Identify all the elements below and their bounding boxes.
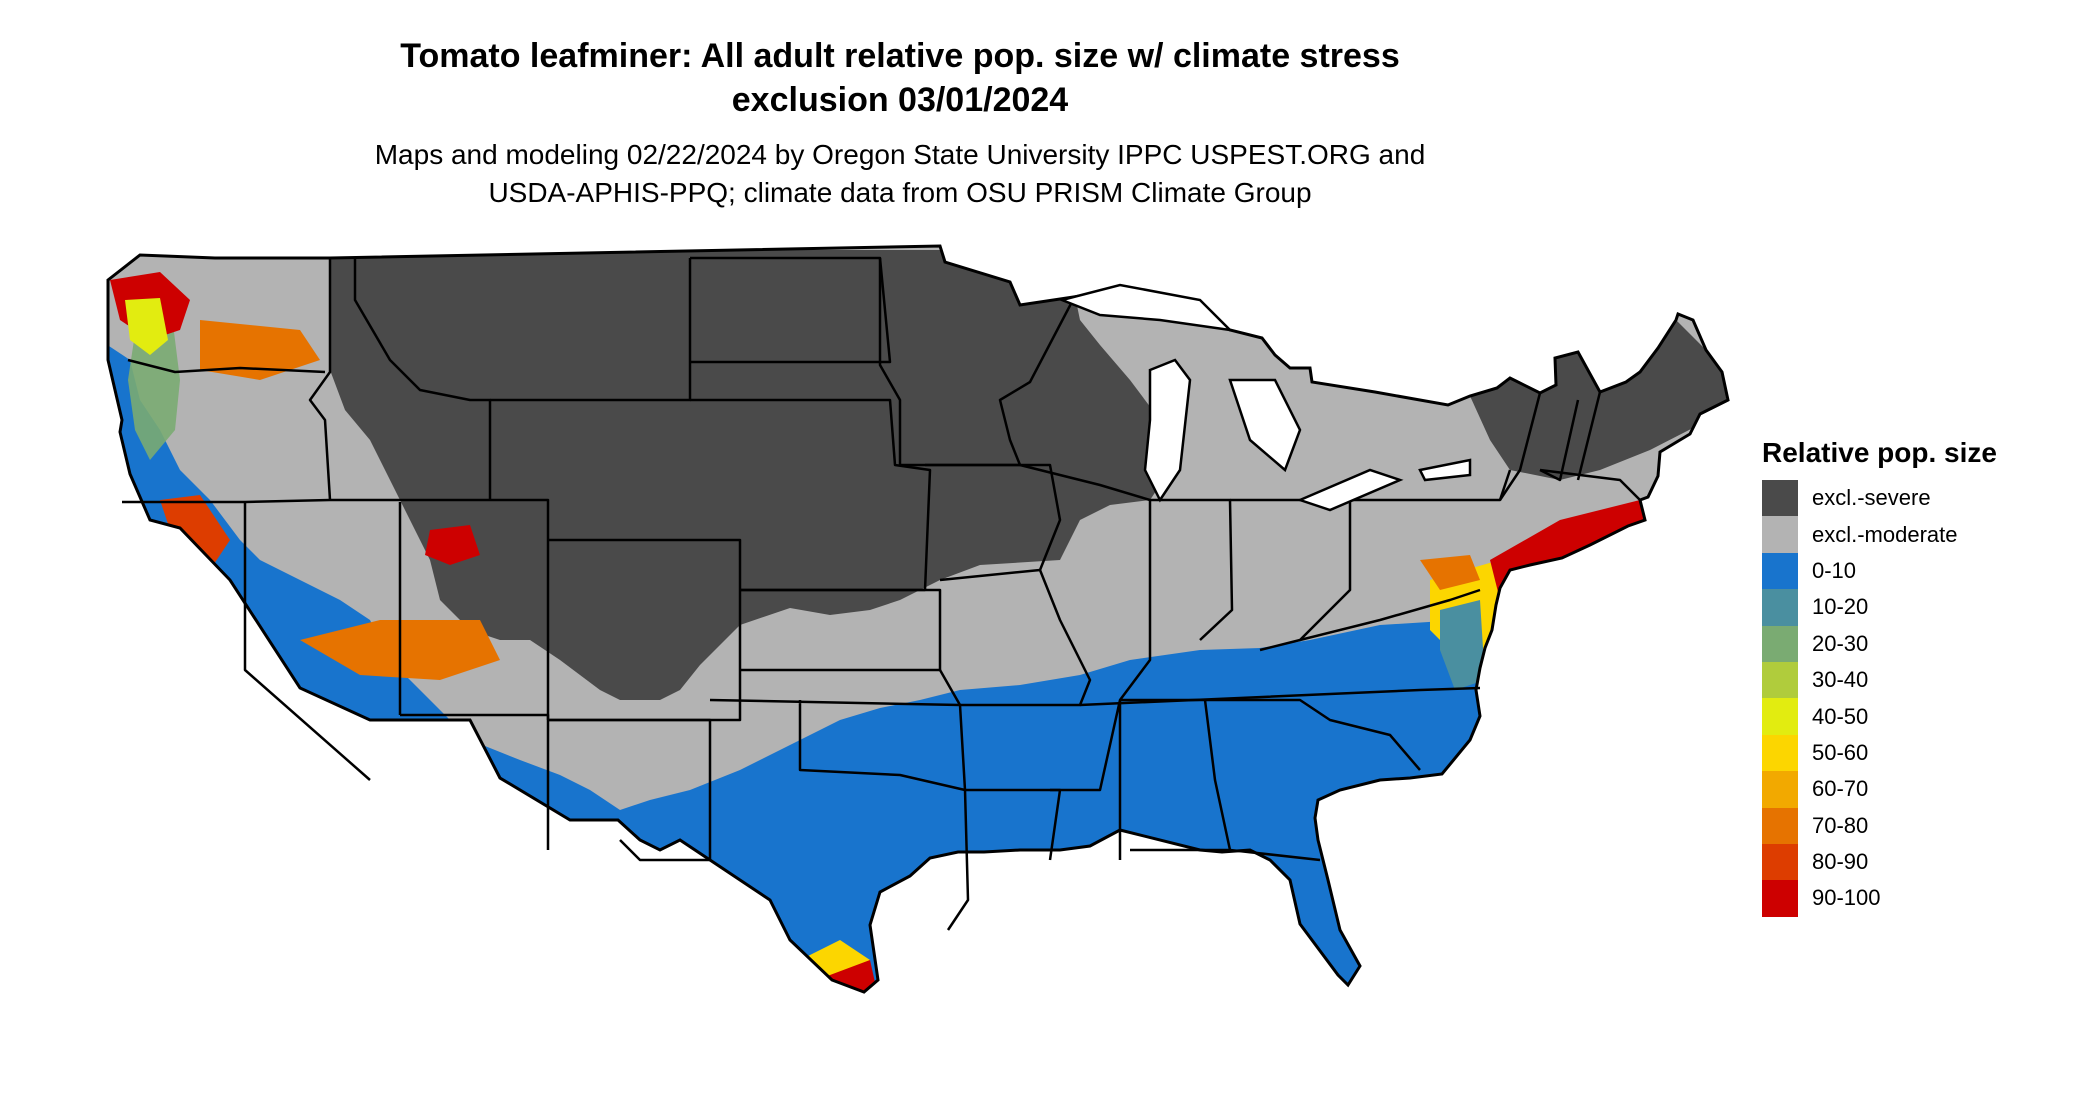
zone-red-northeast-coast [1490,500,1650,600]
legend-items: excl.-severe excl.-moderate 0-10 10-20 2… [1762,480,2082,917]
title-line-2: exclusion 03/01/2024 [731,81,1069,119]
title-line-1: Tomato leafminer: All adult relative pop… [400,37,1400,75]
legend-label: 10-20 [1812,594,1869,620]
lake-michigan [1143,358,1192,503]
legend-label: 50-60 [1812,739,1869,765]
us-map [106,244,1730,994]
border-ky-tn [1079,686,1481,707]
border-ny-new-england [1498,392,1542,501]
legend-item: 70-80 [1762,807,2082,844]
great-lakes [1057,283,1472,512]
legend-label: 90-100 [1812,885,1881,911]
border-id-west [308,258,332,501]
legend-swatch [1762,698,1798,735]
border-nh-me [1576,391,1602,481]
border-ma [1539,468,1641,501]
border-vt-nh [1539,399,1580,482]
legend-item: 20-30 [1762,625,2082,662]
legend-swatch [1762,516,1798,553]
legend-swatch [1762,807,1798,844]
border-tx-east [946,789,970,931]
legend-item: 90-100 [1762,880,2082,917]
zone-orange-oregon [200,320,320,380]
legend-label: 0-10 [1812,557,1857,583]
legend-label: excl.-moderate [1812,521,1958,547]
legend-item: 50-60 [1762,734,2082,772]
legend-swatch [1762,843,1798,881]
legend-swatch [1762,552,1798,590]
border-in-oh [1150,498,1234,641]
border-mo-ar [938,569,1092,707]
border-ok [709,698,967,792]
lake-ontario [1418,458,1472,482]
legend-swatch [1762,880,1798,917]
border-nd-sd [690,256,892,364]
legend-item: 10-20 [1762,589,2082,626]
legend-item: 80-90 [1762,843,2082,881]
zone-orange-pennsylvania [1420,555,1480,590]
lake-huron [1228,378,1302,473]
legend-item: 30-40 [1762,661,2082,699]
legend-title: Relative pop. size [1762,437,1997,468]
lake-superior [1057,283,1234,332]
legend-swatch [1762,771,1798,808]
zone-excl-severe [330,250,1170,700]
legend-label: 80-90 [1812,849,1869,875]
legend-label: 70-80 [1812,812,1869,838]
legend-item: 60-70 [1762,771,2082,808]
border-wa-or [127,358,326,374]
border-ga-fl [1130,848,1321,862]
legend-swatch [1762,734,1798,772]
legend-item: 0-10 [1762,552,2082,590]
map-fill-layer [108,246,1728,992]
legend-item: 40-50 [1762,698,2082,735]
border-az-ut [400,713,550,850]
map-subtitle: Maps and modeling 02/22/2024 by Oregon S… [0,136,1800,212]
map-title: Tomato leafminer: All adult relative pop… [0,34,1800,122]
map-legend: Relative pop. size excl.-severe excl.-mo… [1762,436,2082,917]
border-va-nc [1299,588,1481,642]
zone-teal-delaware [1440,600,1485,690]
zone-yellow-central-florida [1280,980,1338,992]
border-nm [548,718,712,862]
zone-red-utah [425,525,480,565]
us-outline [106,244,1730,994]
border-wi-il [1019,463,1151,502]
border-ia-mo [925,463,1062,582]
border-al-ga [1120,698,1232,851]
legend-swatch [1762,480,1798,517]
border-ms-al [1050,698,1122,860]
legend-label: 30-40 [1812,667,1869,693]
legend-label: 60-70 [1812,776,1869,802]
legend-item: excl.-severe [1762,480,2082,517]
legend-label: 20-30 [1812,630,1869,656]
border-nc-sc [1205,698,1421,771]
border-ut-east [490,498,550,720]
legend-swatch [1762,661,1798,699]
border-ne-ks [740,588,942,672]
subtitle-line-1: Maps and modeling 02/22/2024 by Oregon S… [374,139,1426,170]
lake-erie [1296,468,1404,512]
zone-yellow-washington [125,298,168,355]
legend-label: excl.-severe [1812,485,1931,511]
legend-label: 40-50 [1812,703,1869,729]
border-il-in [1119,500,1152,701]
border-ca-nv [243,502,371,781]
legend-swatch [1762,625,1798,662]
subtitle-line-2: USDA-APHIS-PPQ; climate data from OSU PR… [488,177,1312,208]
legend-item: excl.-moderate [1762,516,2082,553]
legend-swatch [1762,589,1798,626]
state-borders [122,256,1641,931]
